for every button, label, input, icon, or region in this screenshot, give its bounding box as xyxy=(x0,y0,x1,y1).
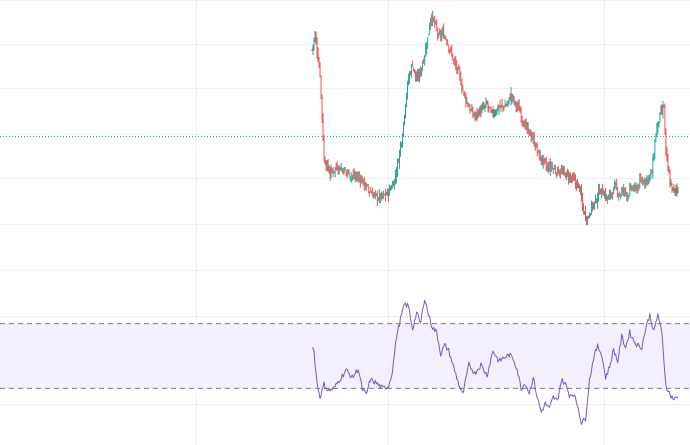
oscillator-pane xyxy=(0,299,690,425)
oscillator-band xyxy=(0,323,690,389)
candles xyxy=(311,10,679,226)
oscillator-line xyxy=(311,299,679,425)
price-pane xyxy=(0,10,690,226)
